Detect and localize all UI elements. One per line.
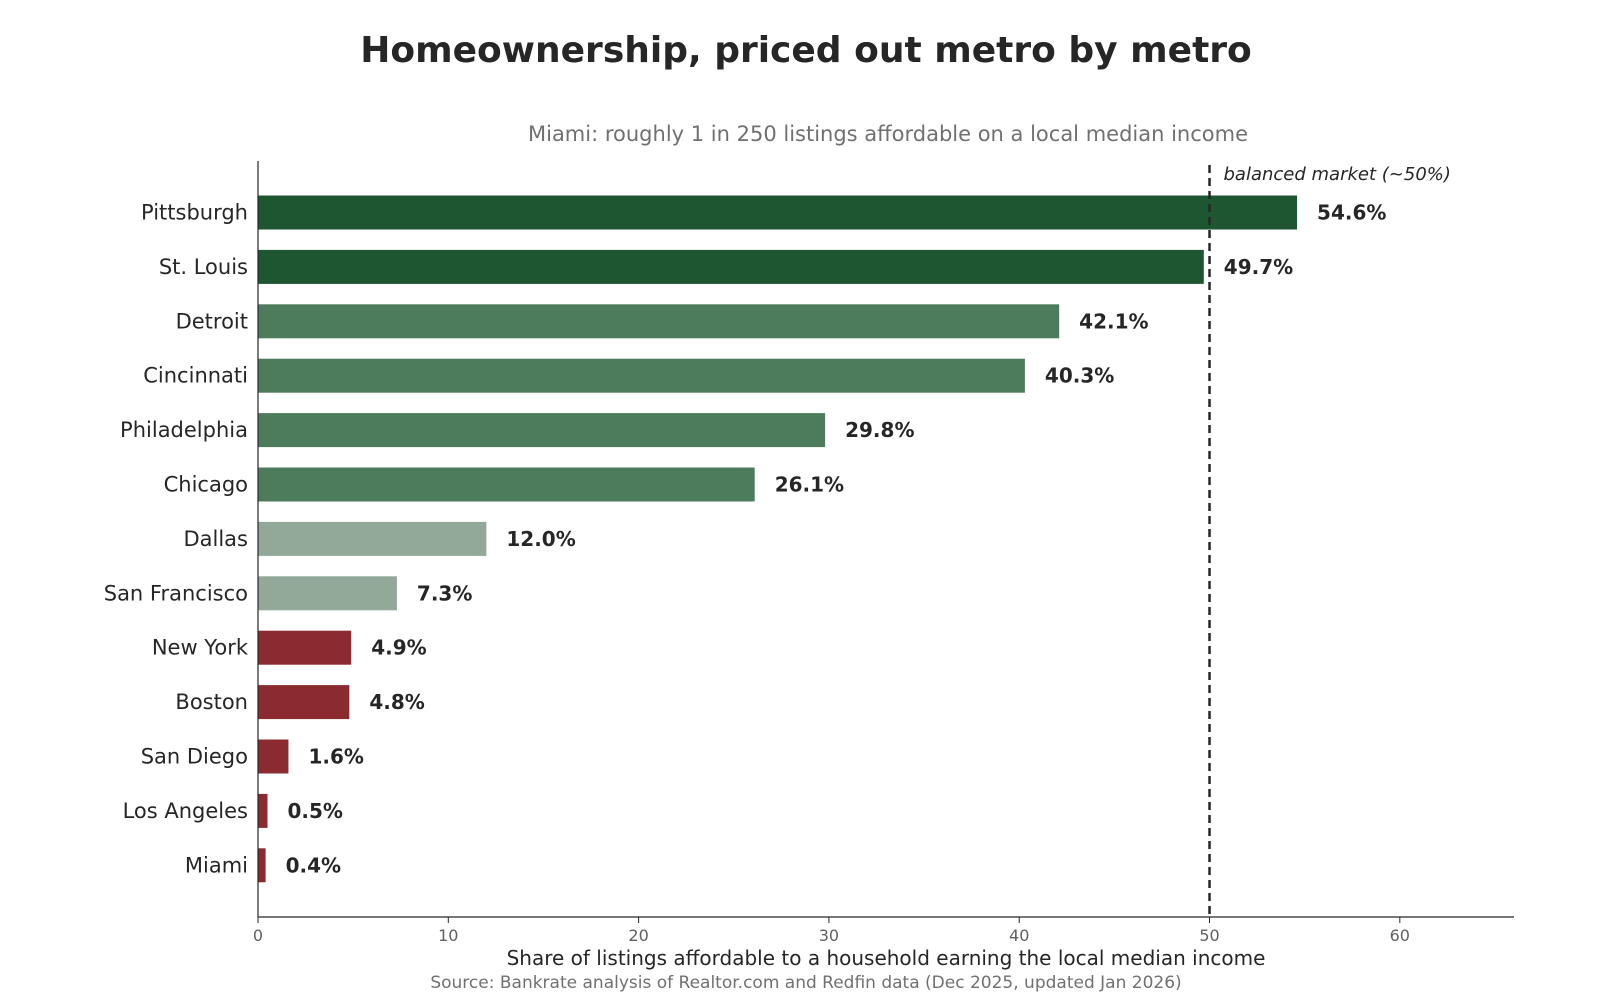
bar-miami	[258, 848, 266, 883]
value-label-dallas: 12.0%	[506, 527, 575, 551]
category-label-dallas: Dallas	[183, 527, 248, 551]
category-label-boston: Boston	[175, 690, 248, 714]
value-label-st-louis: 49.7%	[1224, 255, 1293, 279]
bar-detroit	[258, 304, 1060, 339]
category-label-miami: Miami	[185, 853, 248, 877]
x-ticks: 0 10 20 30 40 50 60	[253, 917, 1410, 945]
bar-san-diego	[258, 739, 289, 774]
category-label-pittsburgh: Pittsburgh	[141, 201, 248, 225]
category-label-chicago: Chicago	[164, 473, 248, 497]
chart-subtitle: Miami: roughly 1 in 250 listings afforda…	[528, 122, 1248, 146]
bar-san-francisco	[258, 576, 397, 611]
value-label-san-diego: 1.6%	[308, 745, 363, 769]
value-label-boston: 4.8%	[369, 690, 424, 714]
x-tick-label-50: 50	[1199, 926, 1219, 945]
category-label-new-york: New York	[152, 636, 249, 660]
reference-line-label: balanced market (~50%)	[1224, 164, 1451, 185]
category-label-san-francisco: San Francisco	[104, 581, 248, 605]
x-tick-label-30: 30	[819, 926, 839, 945]
value-label-philadelphia: 29.8%	[845, 418, 914, 442]
value-label-chicago: 26.1%	[775, 473, 844, 497]
bar-philadelphia	[258, 413, 826, 448]
reference-line-group: balanced market (~50%)	[1208, 164, 1451, 917]
value-label-pittsburgh: 54.6%	[1317, 201, 1386, 225]
category-label-cincinnati: Cincinnati	[143, 364, 248, 388]
x-tick-label-60: 60	[1390, 926, 1410, 945]
x-axis-title: Share of listings affordable to a househ…	[507, 946, 1266, 970]
x-tick-label-20: 20	[628, 926, 648, 945]
x-tick-label-10: 10	[438, 926, 458, 945]
bar-dallas	[258, 521, 487, 556]
category-label-philadelphia: Philadelphia	[120, 418, 248, 442]
x-tick-label-0: 0	[253, 926, 263, 945]
value-label-san-francisco: 7.3%	[417, 581, 472, 605]
category-label-detroit: Detroit	[176, 309, 248, 333]
value-label-detroit: 42.1%	[1079, 309, 1148, 333]
bar-cincinnati	[258, 358, 1025, 393]
chart-title: Homeownership, priced out metro by metro	[360, 30, 1252, 71]
x-tick-label-40: 40	[1009, 926, 1029, 945]
bars-layer: Pittsburgh 54.6% St. Louis 49.7% Detroit 42.1…	[104, 195, 1386, 883]
value-label-los-angeles: 0.5%	[288, 799, 343, 823]
bar-new-york	[258, 630, 352, 665]
value-label-new-york: 4.9%	[371, 636, 426, 660]
value-label-miami: 0.4%	[286, 853, 341, 877]
category-label-san-diego: San Diego	[141, 745, 248, 769]
bar-chicago	[258, 467, 755, 502]
category-label-los-angeles: Los Angeles	[123, 799, 248, 823]
bar-los-angeles	[258, 793, 268, 828]
bar-boston	[258, 685, 350, 720]
bar-pittsburgh	[258, 195, 1298, 230]
category-label-st-louis: St. Louis	[159, 255, 248, 279]
bar-st-louis	[258, 249, 1204, 284]
value-label-cincinnati: 40.3%	[1045, 364, 1114, 388]
source-note: Source: Bankrate analysis of Realtor.com…	[430, 973, 1181, 993]
